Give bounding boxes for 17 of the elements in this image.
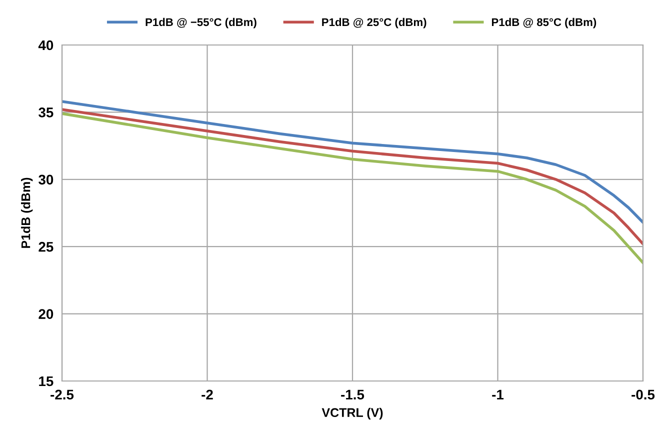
y-tick-label: 35 [38, 108, 54, 118]
x-tick-label: -2.5 [50, 390, 74, 400]
line-series [62, 100, 643, 224]
legend-label: P1dB @ 85°C (dBm) [492, 18, 596, 28]
x-tick-label: -0.5 [632, 390, 655, 400]
x-tick-label: -1.5 [341, 390, 364, 400]
legend-label: P1dB @ 25°C (dBm) [322, 18, 426, 28]
y-tick-label: 20 [38, 309, 54, 319]
y-tick-label: 15 [39, 376, 54, 386]
y-tick-label: 25 [38, 242, 54, 252]
y-tick-label: 40 [38, 40, 54, 50]
x-tick-label: -1 [492, 390, 504, 400]
x-axis-title: VCTRL (V) [322, 408, 383, 420]
x-tick-label: -2 [202, 390, 213, 400]
y-axis-title: P1dB (dBm) [21, 178, 33, 248]
legend-label: P1dB @ −55°C (dBm) [146, 18, 256, 28]
y-tick-label: 30 [38, 174, 54, 185]
